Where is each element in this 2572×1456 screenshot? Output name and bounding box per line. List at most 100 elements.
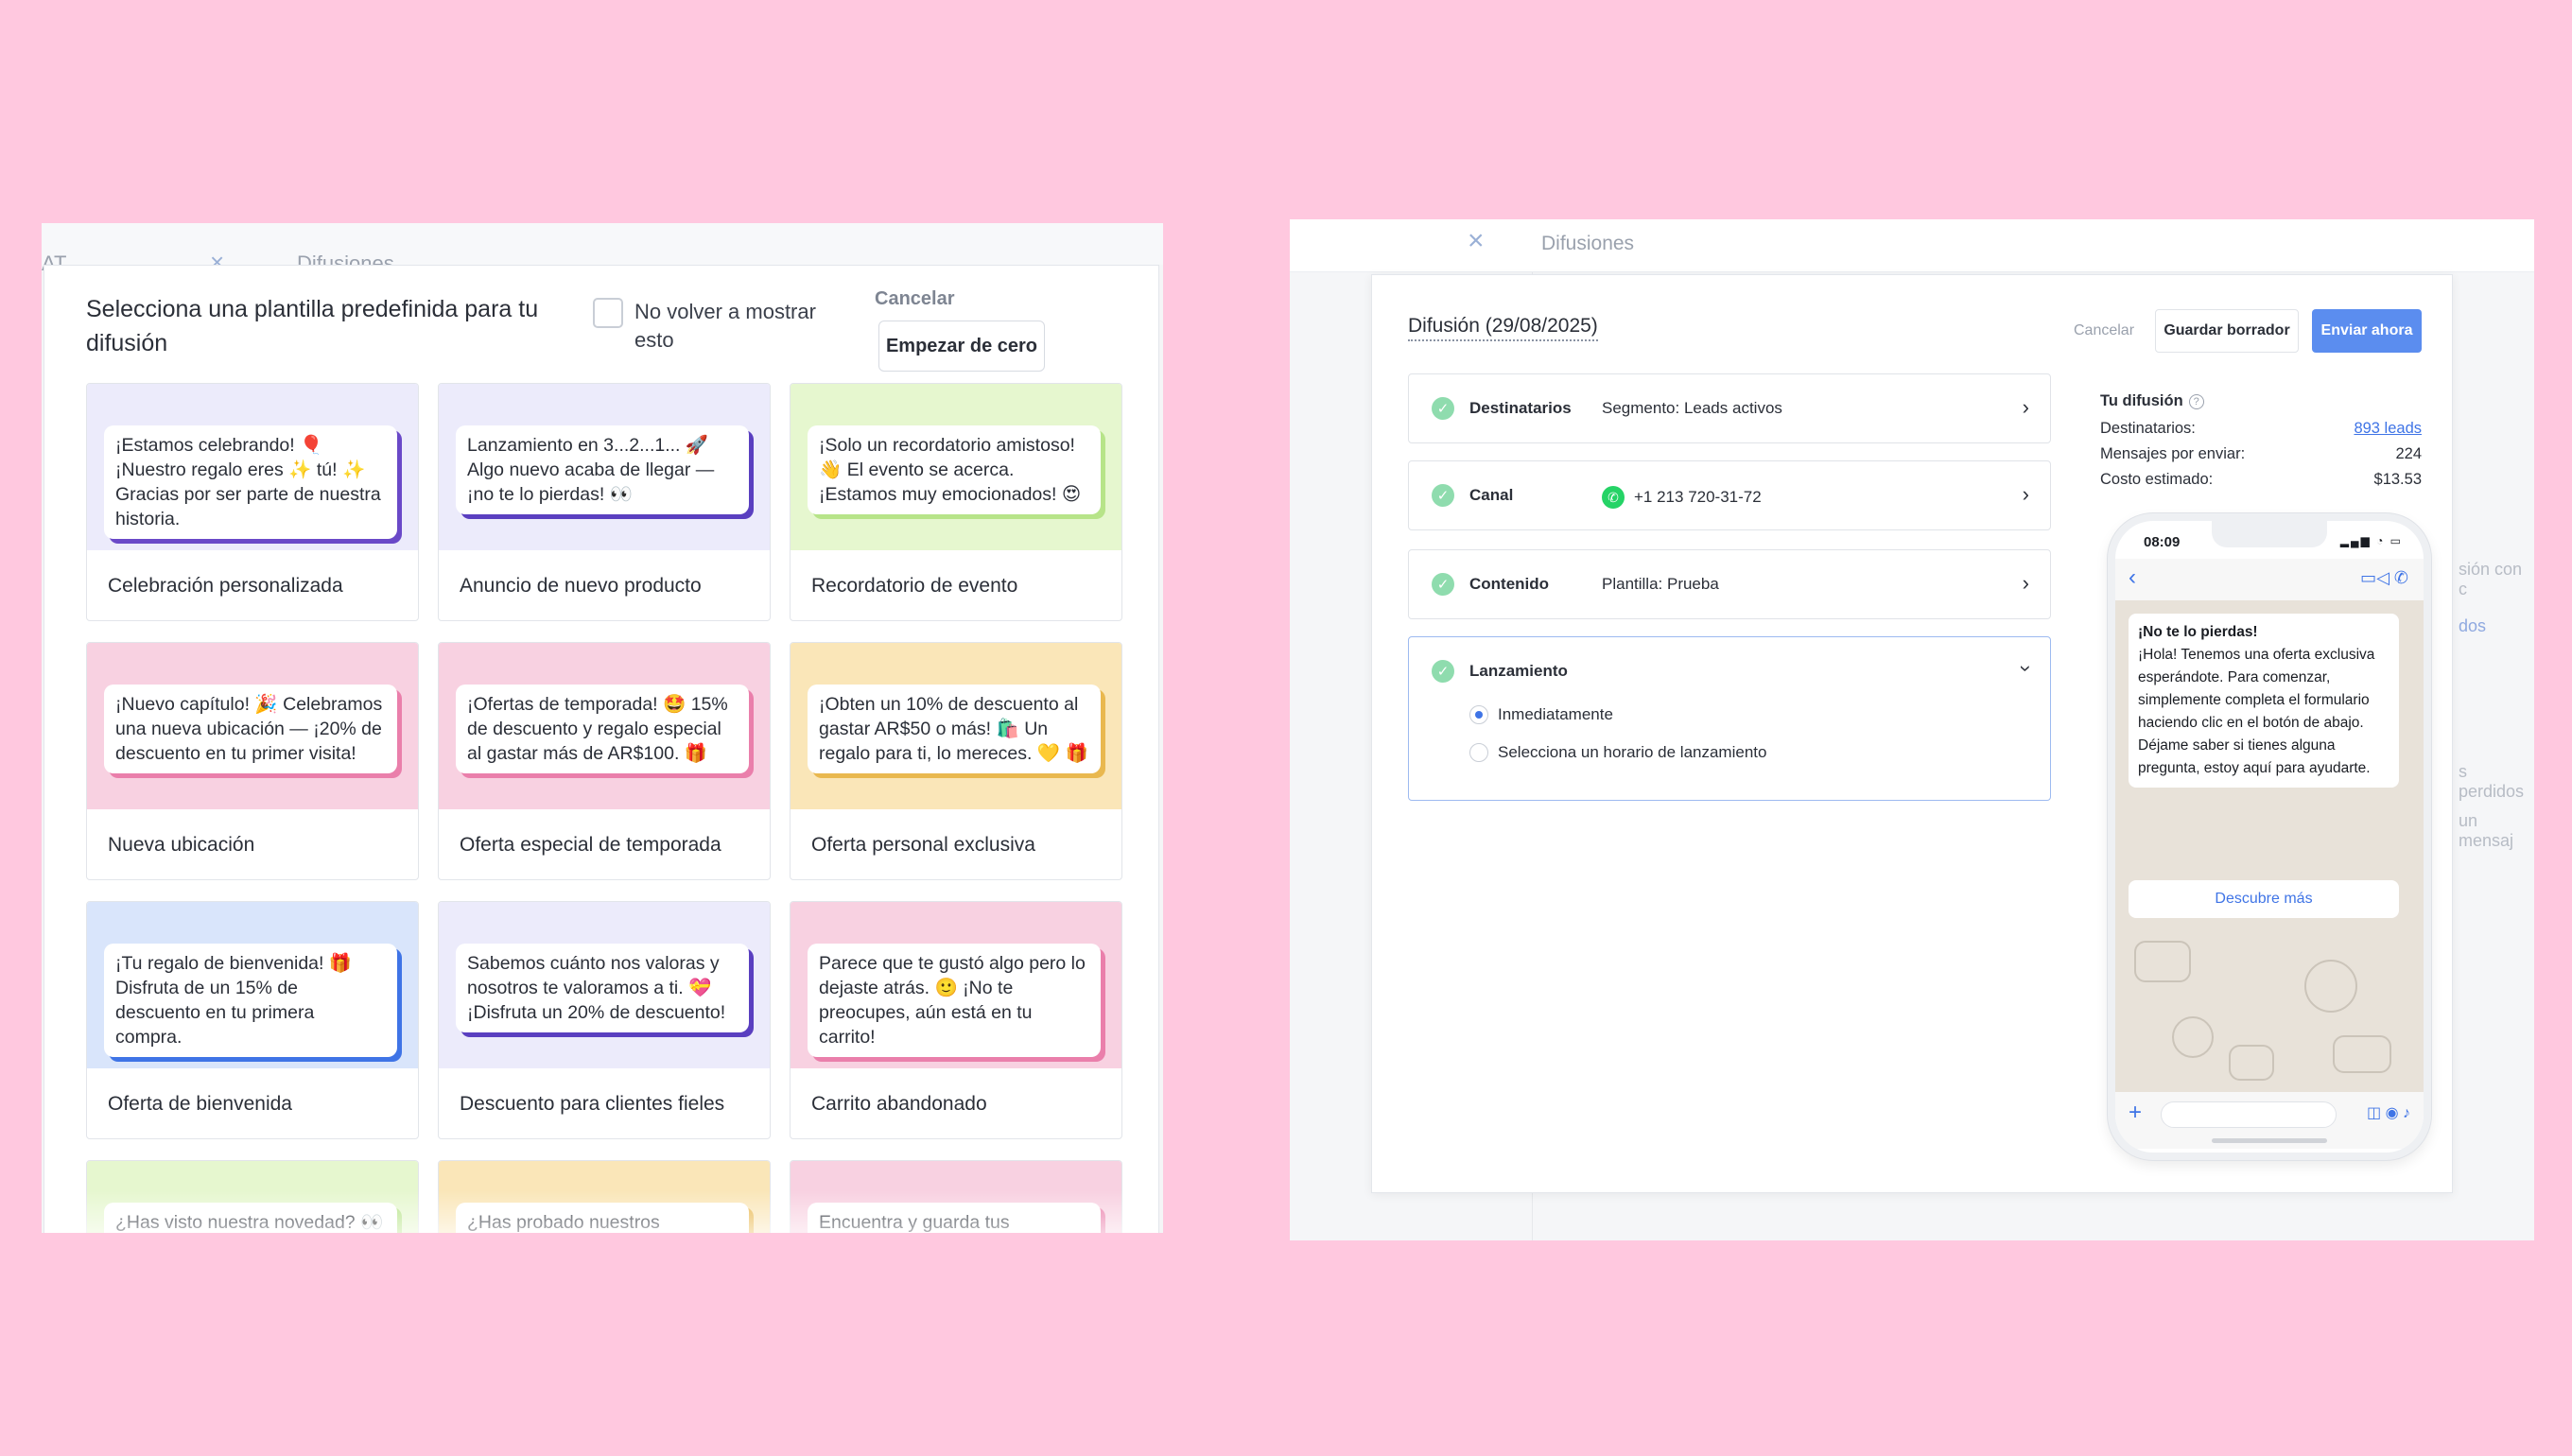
template-picker-modal: Selecciona una plantilla predefinida par… — [43, 265, 1159, 1233]
check-icon: ✓ — [1432, 397, 1454, 420]
modal-title: Selecciona una plantilla predefinida par… — [86, 296, 539, 356]
step-label: Contenido — [1469, 575, 1550, 593]
template-card[interactable]: ¡Obten un 10% de descuento al gastar AR$… — [790, 642, 1122, 880]
template-label: Celebración personalizada — [108, 575, 343, 597]
broadcast-editor-panel: × Difusiones sión con c dos s perdidos u… — [1290, 219, 2534, 1240]
template-card[interactable]: Lanzamiento en 3...2...1... 🚀 Algo nuevo… — [438, 383, 771, 621]
doodle-chat-icon — [2172, 1016, 2214, 1058]
background-text: sión con c — [2459, 560, 2523, 598]
step-label: Lanzamiento — [1469, 662, 1568, 680]
template-card[interactable]: ¡Ofertas de temporada! 🤩 15% de descuent… — [438, 642, 771, 880]
template-message-bubble: ¡Tu regalo de bienvenida! 🎁 Disfruta de … — [104, 944, 397, 1057]
template-card[interactable]: Sabemos cuánto nos valoras y nosotros te… — [438, 901, 771, 1139]
chevron-down-icon: › — [2014, 665, 2039, 672]
plus-icon: + — [2129, 1100, 2143, 1125]
check-icon: ✓ — [1432, 573, 1454, 596]
radio-immediately[interactable] — [1469, 705, 1488, 724]
template-label: Nueva ubicación — [108, 834, 255, 856]
template-preview: ¡Tu regalo de bienvenida! 🎁 Disfruta de … — [87, 902, 418, 1068]
radio-label[interactable]: Selecciona un horario de lanzamiento — [1498, 743, 1767, 761]
dont-show-checkbox[interactable] — [593, 298, 623, 328]
radio-label[interactable]: Inmediatamente — [1498, 705, 1613, 723]
doodle-camera-icon — [2333, 1035, 2391, 1073]
template-message-bubble: ¡Solo un recordatorio amistoso! 👋 El eve… — [808, 425, 1101, 514]
template-preview: ¡Ofertas de temporada! 🤩 15% de descuent… — [439, 643, 770, 809]
template-grid: ¡Estamos celebrando! 🎈 ¡Nuestro regalo e… — [86, 383, 1122, 1233]
template-label: Recordatorio de evento — [811, 575, 1018, 597]
close-icon[interactable]: × — [1468, 225, 1485, 256]
template-label: Oferta personal exclusiva — [811, 834, 1035, 856]
signal-battery-icon: ▂▄▆ ◔ ▭ — [2339, 534, 2403, 547]
send-now-button[interactable]: Enviar ahora — [2312, 309, 2422, 353]
summary-title: Tu difusión — [2100, 392, 2183, 409]
chat-header: ‹ ▭◁ ✆ — [2115, 559, 2424, 600]
recipients-link[interactable]: 893 leads — [2354, 420, 2422, 437]
step-value: ✆ +1 213 720-31-72 — [1602, 486, 1762, 509]
chat-area: ¡No te lo pierdas! ¡Hola! Tenemos una of… — [2115, 600, 2424, 1092]
chevron-right-icon: › — [2022, 395, 2029, 419]
background-text: s perdidos — [2459, 762, 2525, 801]
template-preview: Sabemos cuánto nos valoras y nosotros te… — [439, 902, 770, 1068]
template-preview: ¡Nuevo capítulo! 🎉 Celebramos una nueva … — [87, 643, 418, 809]
page-title: Difusiones — [1541, 233, 1635, 254]
template-card[interactable]: ¡Nuevo capítulo! 🎉 Celebramos una nueva … — [86, 642, 419, 880]
step-recipients[interactable]: ✓ Destinatarios Segmento: Leads activos … — [1408, 373, 2051, 443]
template-card[interactable]: ¡Solo un recordatorio amistoso! 👋 El eve… — [790, 383, 1122, 621]
doodle-chat-icon — [2304, 960, 2357, 1013]
template-label: Descuento para clientes fieles — [460, 1093, 725, 1115]
template-label: Oferta especial de temporada — [460, 834, 721, 856]
summary-header: Tu difusión ? — [2100, 392, 2422, 410]
check-icon: ✓ — [1432, 484, 1454, 507]
home-indicator — [2212, 1138, 2327, 1143]
summary-label: Costo estimado: — [2100, 471, 2214, 488]
template-message-bubble: ¡Obten un 10% de descuento al gastar AR$… — [808, 685, 1101, 773]
save-draft-button[interactable]: Guardar borrador — [2155, 309, 2299, 353]
summary-label: Mensajes por enviar: — [2100, 445, 2246, 462]
dont-show-label[interactable]: No volver a mostrar esto — [634, 300, 816, 352]
template-message-bubble: Parece que te gustó algo pero lo dejaste… — [808, 944, 1101, 1057]
template-card[interactable]: Parece que te gustó algo pero lo dejaste… — [790, 901, 1122, 1139]
template-message-bubble: Lanzamiento en 3...2...1... 🚀 Algo nuevo… — [456, 425, 749, 514]
broadcast-summary: Tu difusión ? Destinatarios: 893 leads M… — [2100, 392, 2422, 493]
template-label: Oferta de bienvenida — [108, 1093, 292, 1115]
start-from-scratch-button[interactable]: Empezar de cero — [878, 321, 1045, 372]
broadcast-title[interactable]: Difusión (29/08/2025) — [1408, 315, 1598, 341]
template-message-bubble: ¡Ofertas de temporada! 🤩 15% de descuent… — [456, 685, 749, 773]
template-preview: ¡Estamos celebrando! 🎈 ¡Nuestro regalo e… — [87, 384, 418, 550]
chevron-right-icon: › — [2022, 571, 2029, 595]
chevron-right-icon: › — [2022, 482, 2029, 506]
template-picker-panel: AT × Difusiones Selecciona una plantilla… — [42, 223, 1163, 1233]
template-card[interactable]: ¡Estamos celebrando! 🎈 ¡Nuestro regalo e… — [86, 383, 419, 621]
template-preview: ¡Solo un recordatorio amistoso! 👋 El eve… — [791, 384, 1121, 550]
channel-phone: +1 213 720-31-72 — [1634, 488, 1762, 506]
message-input — [2161, 1101, 2337, 1128]
phone-time: 08:09 — [2144, 534, 2181, 550]
step-channel[interactable]: ✓ Canal ✆ +1 213 720-31-72 › — [1408, 460, 2051, 530]
step-label: Destinatarios — [1469, 399, 1572, 417]
top-bar: × Difusiones — [1290, 219, 2534, 272]
cancel-button[interactable]: Cancelar — [2074, 322, 2135, 338]
video-call-icon: ▭◁ ✆ — [2360, 568, 2408, 587]
template-card[interactable]: ¡Tu regalo de bienvenida! 🎁 Disfruta de … — [86, 901, 419, 1139]
step-launch[interactable]: ✓ Lanzamiento › Inmediatamente Seleccion… — [1408, 636, 2051, 801]
step-content[interactable]: ✓ Contenido Plantilla: Prueba › — [1408, 549, 2051, 619]
message-bubble: ¡No te lo pierdas! ¡Hola! Tenemos una of… — [2129, 614, 2399, 788]
phone-notch — [2212, 521, 2327, 547]
doodle-laptop-icon — [2134, 941, 2191, 982]
broadcast-modal: Difusión (29/08/2025) Cancelar Guardar b… — [1371, 274, 2453, 1193]
background-text: un mensaj — [2459, 811, 2514, 850]
summary-value: 224 — [2395, 445, 2422, 462]
scroll-fade — [44, 1190, 1158, 1233]
cancel-button[interactable]: Cancelar — [875, 288, 955, 309]
template-message-bubble: ¡Estamos celebrando! 🎈 ¡Nuestro regalo e… — [104, 425, 397, 539]
template-message-bubble: Sabemos cuánto nos valoras y nosotros te… — [456, 944, 749, 1032]
template-label: Carrito abandonado — [811, 1093, 987, 1115]
step-value: Segmento: Leads activos — [1602, 399, 1782, 417]
help-icon[interactable]: ? — [2188, 393, 2204, 409]
summary-value: $13.53 — [2373, 471, 2422, 488]
radio-schedule[interactable] — [1469, 743, 1488, 762]
cta-button[interactable]: Descubre más — [2129, 880, 2399, 918]
message-body: ¡Hola! Tenemos una oferta exclusiva espe… — [2138, 647, 2375, 776]
doodle-envelope-icon — [2229, 1045, 2274, 1081]
whatsapp-icon: ✆ — [1602, 486, 1625, 509]
